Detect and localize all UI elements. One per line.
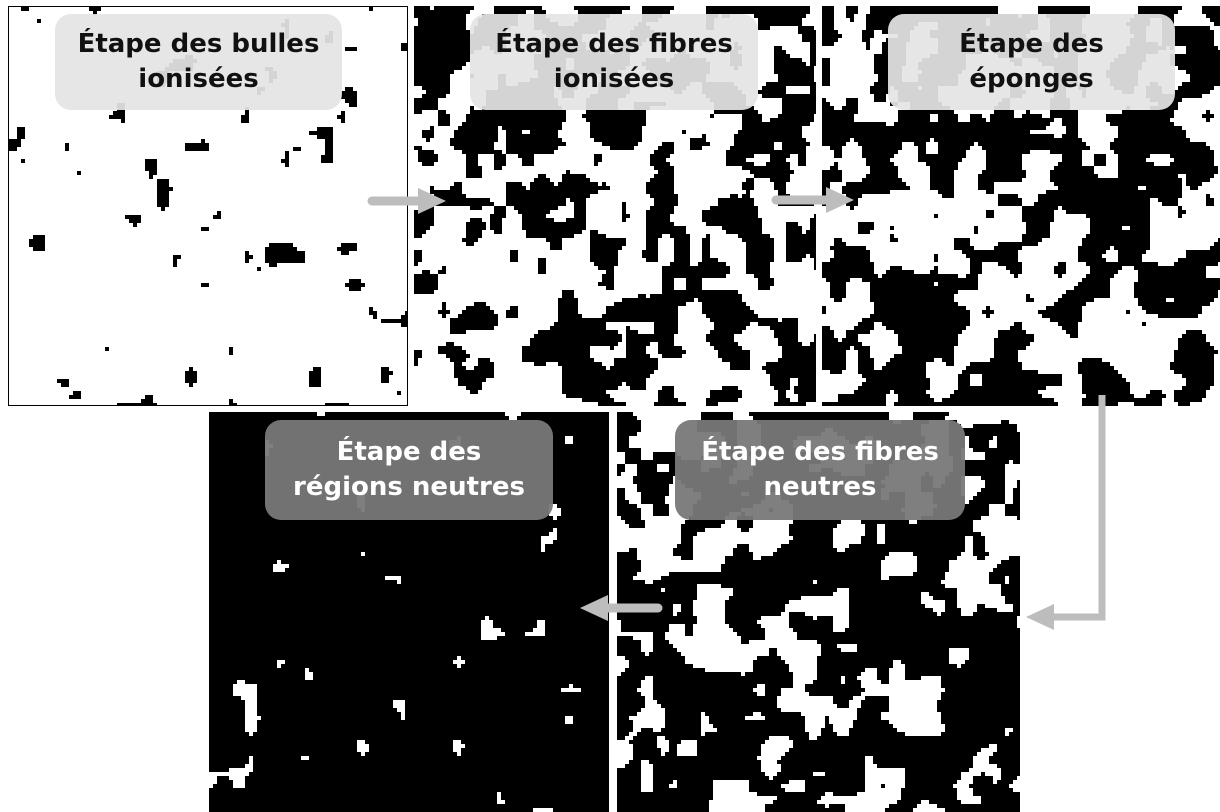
label-line: ionisées (553, 64, 675, 94)
label-line: éponges (969, 64, 1094, 94)
label-regions-neutres: Étape des régions neutres (265, 420, 553, 520)
label-fibres-ionisees: Étape des fibres ionisées (470, 14, 758, 110)
arrow-elbow-head (1026, 604, 1054, 630)
label-bulles-ionisees: Étape des bulles ionisées (55, 14, 342, 110)
label-line: régions neutres (293, 472, 525, 502)
label-line: ionisées (138, 64, 259, 94)
label-line: Étape des fibres (701, 437, 939, 467)
label-fibres-neutres: Étape des fibres neutres (675, 420, 965, 520)
label-line: Étape des (959, 29, 1104, 59)
label-eponges: Étape des éponges (888, 14, 1175, 110)
label-line: Étape des fibres (495, 29, 733, 59)
label-line: neutres (763, 472, 877, 502)
label-line: Étape des (336, 437, 482, 467)
label-line: Étape des bulles (77, 29, 320, 59)
arrow-elbow (1052, 395, 1106, 621)
